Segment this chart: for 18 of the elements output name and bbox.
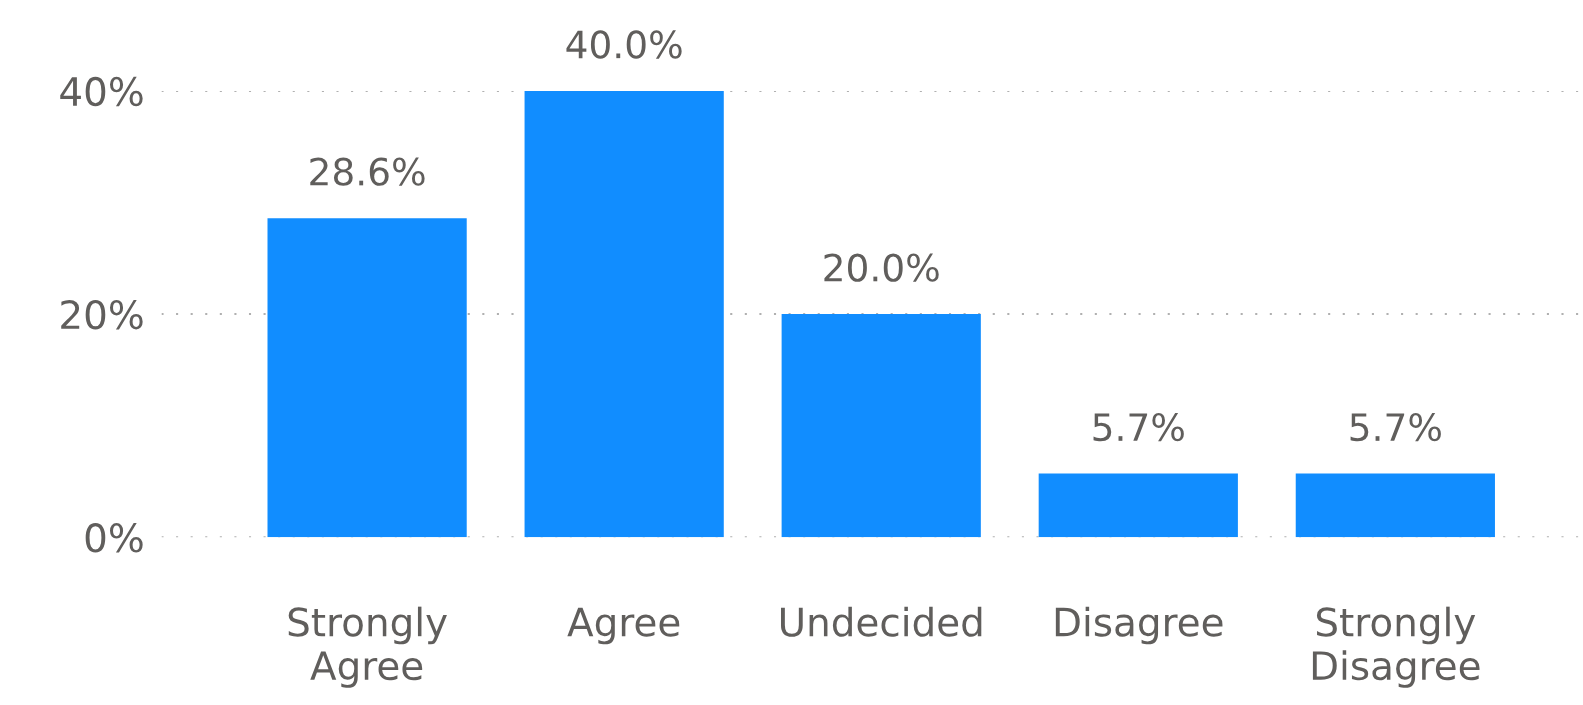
data-label: 5.7% [1350,412,1441,442]
bar [1038,473,1238,538]
bar [524,90,724,538]
data-label: 28.6% [310,157,425,186]
bar [267,218,467,538]
data-label: 5.7% [1093,412,1184,442]
x-tick-label: Disagree [1055,606,1223,645]
data-label: 20.0% [824,253,939,282]
y-tick-label: 40% [60,76,143,107]
x-tick-label: Undecided [781,606,982,637]
y-tick-label: 0% [85,523,143,553]
x-tick-label: Strongly Agree [288,606,447,688]
y-tick-label: 20% [61,299,143,330]
x-tick-label: Strongly Disagree [1312,606,1480,688]
x-tick-label: Agree [567,607,680,645]
bar [781,314,981,538]
bar [1295,473,1495,538]
data-label: 40.0% [566,30,682,59]
